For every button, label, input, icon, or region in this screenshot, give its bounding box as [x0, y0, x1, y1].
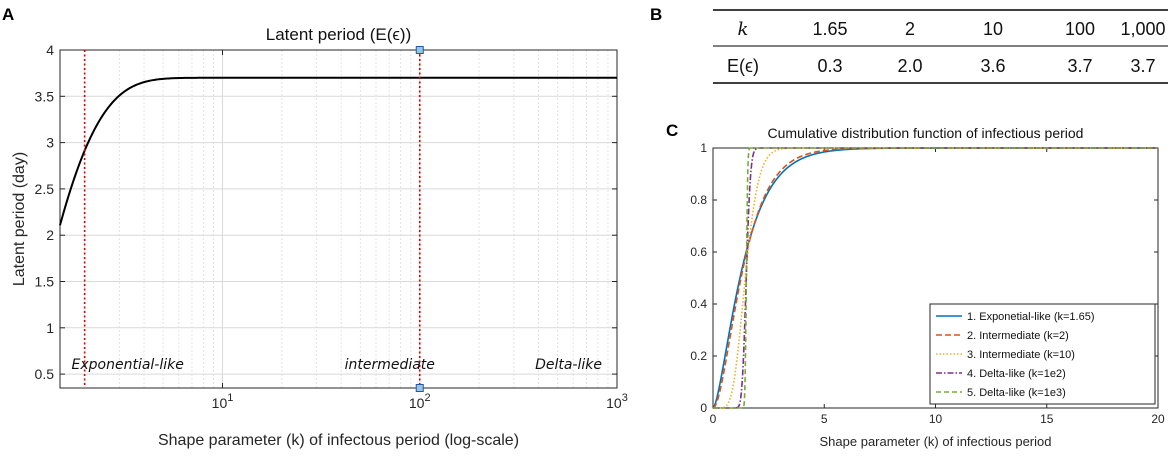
x-axis-label: Shape parameter (k) of infectious period [820, 434, 1052, 449]
plot-frame [59, 49, 618, 389]
panel-a-chart: 0.5 1 1.5 2 2.5 3 3.5 4 101 102 103 Exponential-lik… [11, 25, 628, 449]
x-axis-label: Shape parameter (k) of infectous period … [158, 432, 519, 449]
y-tick-label: 0.2 [690, 349, 707, 363]
y-tick-label: 3.5 [35, 88, 55, 104]
cdf-curve [713, 147, 1158, 409]
legend-box [929, 303, 1156, 405]
y-tick-label: 1 [46, 320, 54, 336]
legend-label: 3. Intermediate (k=10) [967, 349, 1075, 361]
panel-letter-b: B [650, 5, 662, 24]
y-tick-label: 0.6 [690, 245, 707, 259]
latent-period-curve [59, 76, 617, 226]
panel-letter-c: C [666, 121, 678, 140]
panel-c-chart: 00.20.40.60.810 5 10 15 201. Exponetial-like… [690, 125, 1165, 449]
chart-title: Cumulative distribution function of infe… [768, 125, 1084, 141]
x-tick-label: 102 [409, 392, 431, 411]
table-cell: 10 [983, 19, 1003, 39]
y-tick-label: 1.5 [35, 274, 55, 290]
cdf-curve [713, 147, 1158, 409]
region-label: Delta-like [535, 357, 602, 373]
y-tick-label: 0.8 [690, 193, 707, 207]
cdf-curve [713, 147, 1158, 409]
table-cell: 0.3 [817, 56, 842, 76]
table-cell: 3.7 [1130, 56, 1155, 76]
y-tick-label: 2 [46, 227, 54, 243]
panel-letter-a: A [2, 5, 14, 24]
table-cell: 3.6 [980, 56, 1005, 76]
y-tick-label: 1 [700, 141, 707, 155]
region-label: Exponential-like [72, 357, 184, 373]
legend-label: 4. Delta-like (k=1e2) [967, 368, 1066, 380]
y-axis-label: Latent period (day) [11, 152, 28, 286]
table-cell: 2.0 [897, 56, 922, 76]
legend: 1. Exponetial-like (k=1.65) 2. Intermedia… [929, 303, 1156, 405]
datatip-marker [415, 46, 424, 54]
y-tick-label: 0.4 [690, 297, 707, 311]
table-cell: 100 [1065, 19, 1095, 39]
table-cell: 3.7 [1067, 56, 1092, 76]
y-tick-label: 2.5 [35, 181, 55, 197]
datatip-marker [415, 384, 424, 392]
chart-title: Latent period (E(ϵ)) [266, 25, 411, 44]
table-cell: 1,000 [1120, 19, 1165, 39]
y-tick-label: 0.5 [35, 366, 55, 382]
x-tick-label: 103 [606, 392, 628, 411]
table-row-header: k [738, 19, 749, 40]
table-cell: 1.65 [812, 19, 847, 39]
x-tick-label: 15 [1040, 412, 1054, 426]
x-tick-label: 0 [710, 412, 717, 426]
legend-label: 1. Exponetial-like (k=1.65) [967, 311, 1094, 323]
table-cell: 2 [905, 19, 915, 39]
table-row-header: E(ϵ) [727, 56, 759, 76]
x-tick-label: 20 [1151, 412, 1165, 426]
x-tick-label: 5 [821, 412, 828, 426]
x-tick-label: 10 [929, 412, 943, 426]
region-label: intermediate [345, 357, 435, 373]
y-tick-label: 4 [46, 42, 54, 58]
panel-b-table: k 1.65 2 10 100 1,000 E(ϵ) 0.3 2.0 3.6 3.7 3.7 [713, 9, 1168, 84]
legend-label: 5. Delta-like (k=1e3) [967, 387, 1066, 399]
y-tick-label: 3 [46, 135, 54, 151]
y-tick-label: 0 [700, 401, 707, 415]
x-tick-label: 101 [212, 392, 234, 411]
legend-label: 2. Intermediate (k=2) [967, 330, 1069, 342]
